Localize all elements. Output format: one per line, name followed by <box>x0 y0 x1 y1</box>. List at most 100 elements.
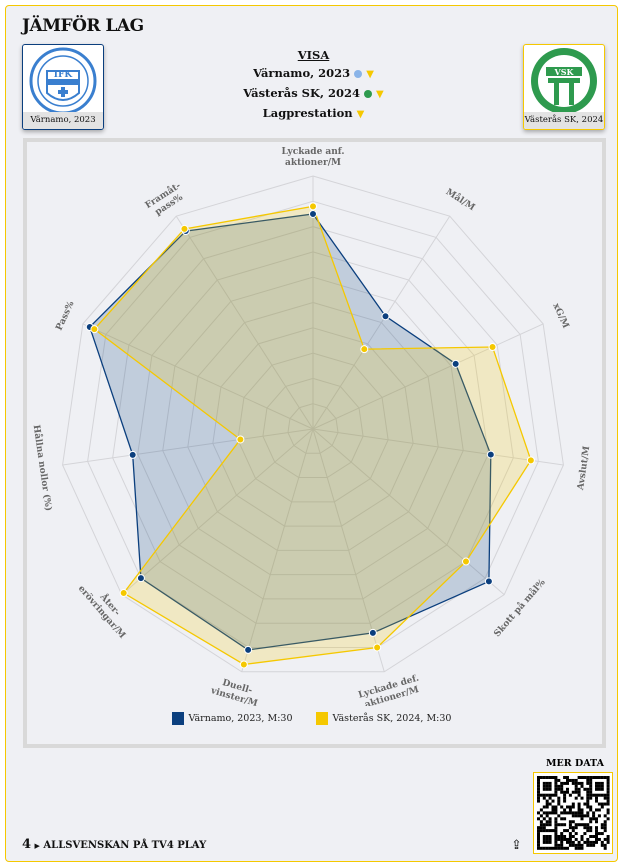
grid-ring <box>137 251 489 600</box>
qr-module <box>603 829 607 833</box>
qr-module <box>586 843 590 847</box>
qr-module <box>537 799 540 803</box>
axis-label: Lyckade def.aktioner/M <box>357 673 423 706</box>
mode-select[interactable]: Lagprestation ▼ <box>206 104 421 124</box>
qr-module <box>537 846 540 850</box>
play-icon: ▶ <box>34 841 40 850</box>
qr-module <box>557 837 561 841</box>
qr-module <box>566 790 569 794</box>
qr-module <box>566 840 569 844</box>
qr-module <box>542 837 546 841</box>
team1-logo-text: IFK <box>54 70 74 80</box>
qr-module <box>600 832 604 836</box>
axis-line <box>312 215 451 430</box>
mer-data-label: MER DATA <box>546 758 604 769</box>
axis-line <box>175 215 314 430</box>
qr-module <box>600 805 604 809</box>
qr-module <box>566 811 569 815</box>
qr-module <box>603 846 607 850</box>
qr-module <box>545 846 549 850</box>
share-icon[interactable]: ⇪ <box>511 838 522 853</box>
qr-module <box>568 811 572 815</box>
qr-module <box>592 840 596 844</box>
qr-module <box>603 826 607 830</box>
qr-module <box>563 846 567 850</box>
qr-module <box>560 781 564 785</box>
legend-label: Värnamo, 2023, M:30 <box>188 713 293 724</box>
qr-module <box>554 840 558 844</box>
data-point <box>180 224 189 233</box>
radar-chart: Lyckade anf. aktioner/M Mål/M xG/M Avslut/M S… <box>31 147 593 706</box>
legend-swatch <box>171 712 184 725</box>
qr-module <box>589 796 593 800</box>
qr-module <box>563 793 567 797</box>
qr-module <box>583 840 587 844</box>
legend-item-team2[interactable]: Västerås SK, 2024, M:30 <box>315 712 452 725</box>
qr-module <box>583 776 587 779</box>
qr-module <box>592 793 596 797</box>
qr-module <box>537 811 540 815</box>
legend-label: Västerås SK, 2024, M:30 <box>332 713 452 724</box>
qr-module <box>589 840 593 844</box>
tv4-play-link-label: ALLSVENSKAN PÅ TV4 PLAY <box>43 840 207 851</box>
axis-label: Pass% <box>55 299 77 332</box>
qr-module <box>566 776 569 779</box>
qr-module <box>606 796 610 800</box>
qr-module <box>577 846 581 850</box>
data-point <box>90 325 99 334</box>
qr-module <box>586 799 590 803</box>
qr-module <box>554 781 558 785</box>
qr-module <box>554 790 558 794</box>
qr-module <box>574 787 578 791</box>
qr-module <box>589 781 593 785</box>
qr-module <box>589 790 593 794</box>
tv4-play-link[interactable]: 4 ▶ ALLSVENSKAN PÅ TV4 PLAY <box>22 837 206 852</box>
qr-module <box>597 837 601 841</box>
qr-module <box>586 837 590 841</box>
team1-select[interactable]: Värnamo, 2023 ▼ <box>206 64 421 84</box>
team2-logo-text: VSK <box>554 67 575 77</box>
qr-module <box>574 826 578 830</box>
qr-module <box>606 837 610 841</box>
qr-module <box>586 778 590 782</box>
qr-module <box>606 793 610 797</box>
qr-module <box>606 840 610 844</box>
qr-module <box>600 823 604 827</box>
qr-module <box>577 811 581 815</box>
qr-module <box>551 776 555 779</box>
qr-module <box>586 790 590 794</box>
qr-module <box>580 817 584 821</box>
qr-module <box>554 793 558 797</box>
qr-module <box>548 837 552 841</box>
qr-code[interactable] <box>533 772 613 854</box>
chart-legend: Värnamo, 2023, M:30 Västerås SK, 2024, M… <box>6 712 617 725</box>
qr-module <box>574 837 578 841</box>
qr-module <box>545 829 549 833</box>
axis-label: Avslut/M <box>576 445 592 491</box>
qr-module <box>600 784 604 788</box>
qr-module <box>589 776 593 779</box>
qr-module <box>586 802 590 806</box>
team2-select[interactable]: Västerås SK, 2024 ▼ <box>206 84 421 104</box>
team1-logo[interactable]: IFK Värnamo, 2023 <box>22 44 104 130</box>
qr-module <box>595 826 598 830</box>
qr-module <box>577 843 581 847</box>
qr-module <box>580 811 584 815</box>
team2-logo[interactable]: VSK Västerås SK, 2024 <box>523 44 605 130</box>
qr-module <box>574 778 578 782</box>
qr-module <box>606 778 610 782</box>
qr-module <box>600 802 604 806</box>
data-point <box>119 589 128 598</box>
qr-module <box>603 793 607 797</box>
qr-module <box>595 776 598 779</box>
qr-module <box>539 776 543 779</box>
qr-module <box>577 840 581 844</box>
qr-module <box>551 799 555 803</box>
qr-module <box>554 787 558 791</box>
legend-item-team1[interactable]: Värnamo, 2023, M:30 <box>171 712 293 725</box>
qr-module <box>603 837 607 841</box>
qr-module <box>571 778 575 782</box>
qr-module <box>563 799 567 803</box>
qr-module <box>568 808 572 812</box>
qr-module <box>560 805 564 809</box>
